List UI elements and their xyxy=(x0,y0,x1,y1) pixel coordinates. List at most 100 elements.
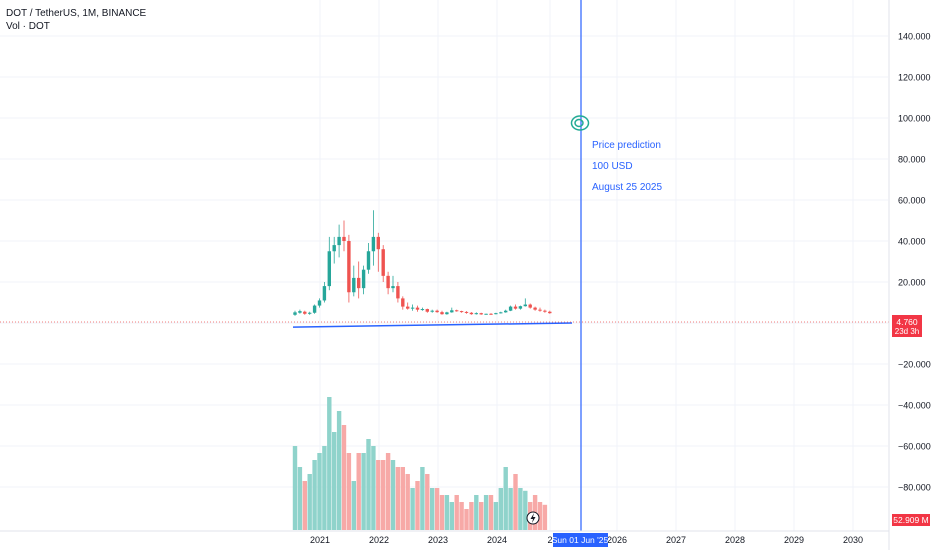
volume-bar xyxy=(302,481,307,530)
volume-bar xyxy=(332,432,337,530)
volume-bar xyxy=(307,474,312,530)
volume-bar xyxy=(312,460,317,530)
candle xyxy=(533,306,537,311)
candle-body xyxy=(391,286,395,289)
support-trendline[interactable] xyxy=(292,322,573,328)
circle-marker[interactable] xyxy=(570,115,590,131)
candle xyxy=(376,232,380,272)
price-tick-label: −60.000 xyxy=(898,442,931,452)
candle-body xyxy=(533,307,537,310)
candle-body xyxy=(322,286,327,301)
candle-body xyxy=(376,236,380,250)
candle-body xyxy=(499,312,503,314)
candle xyxy=(440,310,444,315)
annotation-line-1[interactable]: Price prediction xyxy=(592,140,661,151)
candle xyxy=(474,312,478,315)
candle xyxy=(293,310,297,316)
candle xyxy=(342,220,346,252)
annotation-line-2[interactable]: 100 USD xyxy=(592,161,633,172)
candle-body xyxy=(298,311,302,313)
candle xyxy=(371,210,376,266)
candle-body xyxy=(528,304,532,308)
volume-bar xyxy=(327,397,332,530)
candle-body xyxy=(425,309,429,312)
volume-bar xyxy=(449,502,454,530)
volume-bar xyxy=(420,467,425,530)
volume-bar xyxy=(498,488,503,530)
volume-bar xyxy=(361,453,366,530)
candle-body xyxy=(381,249,385,276)
price-tick-label: 40.000 xyxy=(898,237,926,247)
symbol-title: DOT / TetherUS, 1M, BINANCE xyxy=(6,8,147,19)
candle xyxy=(396,282,400,303)
time-tick-label: 2029 xyxy=(784,535,804,545)
price-tick-label: −20.000 xyxy=(898,360,931,370)
candle-body xyxy=(494,313,498,315)
candle-body xyxy=(435,310,439,313)
time-axis[interactable]: 2021 2022 2023 2024 2 2026 2027 2028 2029 2030 xyxy=(0,530,889,545)
volume-bar xyxy=(385,453,391,530)
crosshair-date-label: Sun 01 Jun '25 xyxy=(552,533,608,547)
candle xyxy=(327,236,331,291)
candle-body xyxy=(450,310,454,313)
candle-body xyxy=(523,304,527,307)
volume-bar xyxy=(513,474,518,530)
volume-title: Vol · DOT xyxy=(6,21,50,32)
candle xyxy=(489,313,493,315)
price-tick-label: 100.000 xyxy=(898,114,931,124)
volume-bar xyxy=(297,467,303,530)
volume-bar xyxy=(371,446,376,530)
volume-bar xyxy=(405,474,410,530)
price-tick-label: 20.000 xyxy=(898,278,926,288)
candle-body xyxy=(317,300,322,306)
candle-body xyxy=(543,310,547,312)
lightning-icon[interactable] xyxy=(526,511,540,525)
candle xyxy=(523,298,527,307)
candle xyxy=(308,311,312,315)
time-tick-label: 2023 xyxy=(428,535,448,545)
candle-body xyxy=(455,310,459,312)
candle-body xyxy=(513,306,518,309)
candle xyxy=(415,305,420,312)
price-tick-label: 160.000 xyxy=(898,0,931,1)
candle xyxy=(528,303,532,309)
volume-bar xyxy=(518,488,523,530)
candle-body xyxy=(410,307,415,309)
volume-bar xyxy=(474,495,479,530)
candle-body xyxy=(484,313,488,315)
candle xyxy=(430,309,434,313)
candle-body xyxy=(293,312,297,315)
price-axis[interactable]: 160.000 140.000 120.000 100.000 80.000 60.000… xyxy=(888,0,931,550)
candle xyxy=(322,282,327,303)
volume-bar xyxy=(430,488,435,530)
volume-bar xyxy=(523,490,528,530)
candle xyxy=(455,309,459,312)
candle xyxy=(361,265,366,295)
candle-body xyxy=(508,306,513,311)
candle-body xyxy=(464,311,469,313)
candle-body xyxy=(459,311,464,313)
volume-bar xyxy=(439,495,445,530)
candle xyxy=(366,243,371,274)
time-tick-label: 2026 xyxy=(607,535,627,545)
candle-body xyxy=(440,312,444,315)
candle-body xyxy=(342,236,346,241)
volume-bar xyxy=(395,467,401,530)
candle xyxy=(420,307,425,311)
volume-bar xyxy=(346,453,352,530)
volume-bar xyxy=(493,502,499,530)
volume-bar xyxy=(425,474,430,530)
price-tick-label: −80.000 xyxy=(898,483,931,493)
volume-bar xyxy=(464,509,469,530)
annotation-line-3[interactable]: August 25 2025 xyxy=(592,182,663,193)
candle xyxy=(391,275,395,293)
volume-bar xyxy=(488,495,494,530)
candle xyxy=(303,310,307,315)
candle xyxy=(381,245,385,282)
last-price-label: 4.760 23d 3h xyxy=(892,315,922,337)
volume-bar xyxy=(366,439,371,530)
candle-body xyxy=(371,236,376,252)
candle xyxy=(513,304,518,310)
volume-bar xyxy=(434,488,440,530)
